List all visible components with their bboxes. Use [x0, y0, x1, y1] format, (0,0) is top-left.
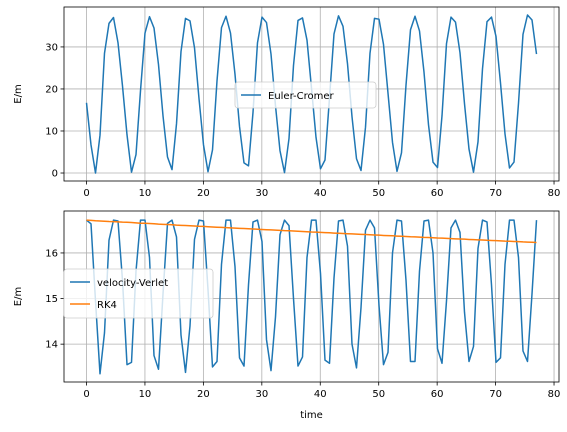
- y-tick-label: 16: [45, 248, 58, 259]
- x-tick-label: 20: [197, 389, 210, 400]
- x-tick-label: 80: [548, 188, 561, 199]
- legend-box: [234, 81, 377, 109]
- x-tick-label: 20: [197, 188, 210, 199]
- x-tick-label: 0: [83, 389, 89, 400]
- y-tick-label: 10: [45, 126, 58, 137]
- legend-box: [63, 268, 214, 319]
- x-tick-label: 50: [372, 389, 385, 400]
- legend-label: velocity-Verlet: [97, 278, 168, 289]
- top-chart: 0 10 20 30 40 50 60 70 80 0 10 20 30 E/m Euler-Cromer: [13, 6, 561, 199]
- x-tick-label: 70: [489, 188, 502, 199]
- x-tick-label: 70: [489, 389, 502, 400]
- x-axis-label: time: [300, 410, 323, 421]
- bottom-chart: 0 10 20 30 40 50 60 70 80 14 15 16 E/m time velocity-V…: [13, 210, 561, 421]
- x-tick-label: 0: [83, 188, 89, 199]
- series-line-rk4: [86, 219, 537, 244]
- series-line-velocity-verlet: [86, 219, 538, 375]
- x-tick-label: 40: [314, 188, 327, 199]
- x-tick-label: 80: [548, 389, 561, 400]
- x-tick-label: 10: [139, 389, 152, 400]
- legend-label: RK4: [97, 300, 117, 311]
- y-tick-label: 30: [45, 42, 58, 53]
- y-axis-label: E/m: [13, 287, 24, 306]
- axes-frame: [63, 6, 560, 182]
- y-tick-label: 20: [45, 84, 58, 95]
- legend-label: Euler-Cromer: [268, 91, 335, 102]
- y-axis-label: E/m: [13, 84, 24, 103]
- legend: Euler-Cromer: [234, 81, 377, 109]
- y-tick-label: 0: [52, 169, 58, 180]
- x-tick-label: 40: [314, 389, 327, 400]
- x-tick-label: 60: [431, 389, 444, 400]
- x-tick-label: 60: [431, 188, 444, 199]
- y-tick-label: 14: [45, 340, 58, 351]
- x-tick-label: 30: [255, 188, 268, 199]
- x-tick-label: 30: [255, 389, 268, 400]
- x-tick-label: 10: [139, 188, 152, 199]
- legend: velocity-Verlet RK4: [63, 268, 214, 319]
- y-tick-label: 15: [45, 294, 58, 305]
- x-tick-label: 50: [372, 188, 385, 199]
